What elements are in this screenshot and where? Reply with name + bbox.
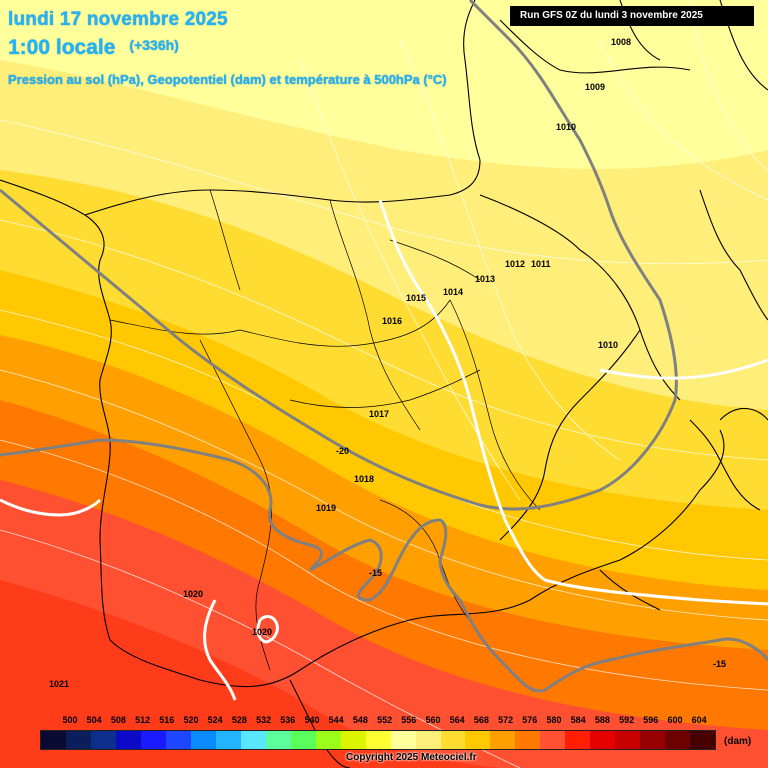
- isotherm-label: -20: [336, 446, 350, 456]
- legend-tick-label: 572: [498, 715, 514, 725]
- legend-tick-label: 600: [667, 715, 683, 725]
- legend-tick-label: 604: [691, 715, 707, 725]
- legend-swatch: [41, 731, 66, 749]
- isobar-label: 1009: [585, 82, 606, 92]
- legend-swatch: [240, 731, 266, 749]
- isobar-label: 1020: [252, 627, 273, 637]
- legend-tick-label: 560: [425, 715, 441, 725]
- legend-tick-label: 520: [183, 715, 199, 725]
- legend-tick-label: 552: [377, 715, 393, 725]
- legend-swatch: [140, 731, 166, 749]
- legend-swatch: [365, 731, 391, 749]
- borders: [109, 189, 541, 671]
- legend-swatch: [90, 731, 116, 749]
- isobar-label: 1021: [49, 679, 70, 689]
- isobar-label: 1020: [183, 589, 204, 599]
- legend-swatch: [115, 731, 141, 749]
- isobar-label: 1012: [505, 259, 526, 269]
- isobar-label: 1019: [316, 503, 337, 513]
- color-legend: [40, 730, 716, 750]
- run-info-box: Run GFS 0Z du lundi 3 novembre 2025: [510, 6, 754, 26]
- isobar-label: 1017: [369, 409, 390, 419]
- legend-swatch: [215, 731, 241, 749]
- legend-tick-label: 508: [110, 715, 126, 725]
- pressure-isobars: [0, 199, 768, 701]
- legend-swatch: [590, 731, 616, 749]
- legend-swatch: [515, 731, 541, 749]
- legend-swatch: [690, 731, 716, 749]
- legend-tick-label: 524: [207, 715, 223, 725]
- legend-tick-label: 500: [62, 715, 78, 725]
- legend-swatch: [540, 731, 566, 749]
- map-subtitle: Pression au sol (hPa), Geopotentiel (dam…: [8, 72, 447, 87]
- isobar-label: 1018: [354, 474, 375, 484]
- copyright-text: Copyright 2025 Meteociel.fr: [346, 752, 477, 763]
- title-time: 1:00 locale (+336h): [8, 32, 179, 61]
- legend-swatch: [265, 731, 291, 749]
- isobar-label: 1016: [382, 316, 403, 326]
- legend-swatch: [315, 731, 341, 749]
- legend-unit: (dam): [724, 736, 752, 747]
- legend-tick-label: 536: [280, 715, 296, 725]
- legend-swatch: [415, 731, 441, 749]
- legend-tick-label: 528: [231, 715, 247, 725]
- isotherm-label: -15: [369, 568, 383, 578]
- legend-tick-label: 548: [352, 715, 368, 725]
- legend-swatch: [440, 731, 466, 749]
- isobar-label: 1010: [598, 340, 619, 350]
- isobar-label: 1014: [443, 287, 464, 297]
- temperature-isotherms: [0, 0, 768, 693]
- isobar-label: 1013: [475, 274, 496, 284]
- band-580: [0, 580, 500, 768]
- title-date: lundi 17 novembre 2025: [8, 9, 228, 30]
- legend-swatch: [665, 731, 691, 749]
- legend-tick-label: 512: [135, 715, 151, 725]
- legend-tick-label: 564: [449, 715, 465, 725]
- legend-tick-label: 504: [86, 715, 102, 725]
- legend-tick-label: 576: [522, 715, 538, 725]
- legend-swatch: [490, 731, 516, 749]
- legend-swatch: [290, 731, 316, 749]
- isobar-label: 1010: [556, 122, 577, 132]
- legend-swatch: [390, 731, 416, 749]
- legend-tick-label: 544: [328, 715, 344, 725]
- legend-tick-label: 596: [643, 715, 659, 725]
- legend-swatch: [615, 731, 641, 749]
- legend-tick-label: 588: [594, 715, 610, 725]
- legend-tick-label: 556: [401, 715, 417, 725]
- lead-time: (+336h): [129, 37, 179, 53]
- legend-tick-label: 584: [570, 715, 586, 725]
- isobar-label: 1008: [611, 37, 632, 47]
- legend-tick-label: 568: [473, 715, 489, 725]
- legend-tick-label: 516: [159, 715, 175, 725]
- isotherm-label: -15: [713, 659, 727, 669]
- legend-swatch: [340, 731, 366, 749]
- isobar-label: 1015: [406, 293, 427, 303]
- legend-swatch: [465, 731, 491, 749]
- legend-swatch: [640, 731, 666, 749]
- legend-swatch: [65, 731, 91, 749]
- legend-swatch: [165, 731, 191, 749]
- legend-swatch: [565, 731, 591, 749]
- legend-tick-label: 540: [304, 715, 320, 725]
- legend-tick-label: 532: [256, 715, 272, 725]
- legend-tick-label: 592: [619, 715, 635, 725]
- legend-swatch: [190, 731, 216, 749]
- isobar-label: 1011: [531, 259, 551, 269]
- title-time-text: 1:00 locale: [8, 36, 116, 59]
- legend-tick-label: 580: [546, 715, 562, 725]
